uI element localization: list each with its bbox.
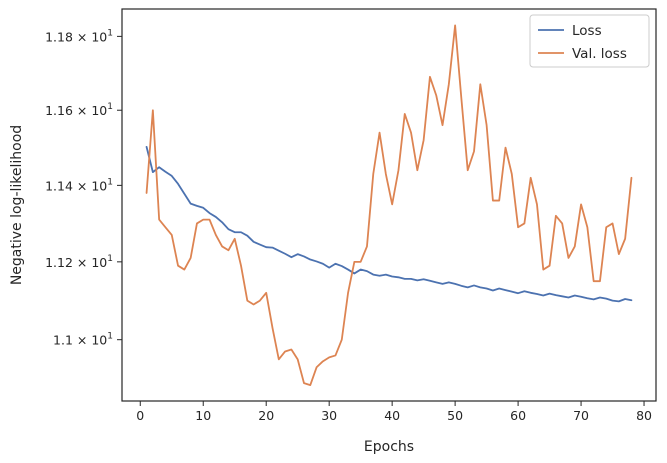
legend: Loss Val. loss — [529, 14, 650, 68]
legend-box — [529, 14, 650, 68]
y-tick-label: 1.18 × 101 — [45, 28, 113, 44]
series-layer — [145, 24, 633, 386]
y-tick-label: 1.16 × 101 — [45, 102, 113, 118]
x-tick-label: 50 — [447, 408, 463, 423]
legend-label-val-loss: Val. loss — [572, 46, 627, 62]
legend-label-loss: Loss — [572, 23, 602, 39]
x-tick-label: 20 — [258, 408, 274, 423]
series-line-val-loss — [145, 24, 633, 386]
x-tick-label: 60 — [510, 408, 526, 423]
axes-frame — [121, 8, 657, 402]
x-tick-label: 30 — [321, 408, 337, 423]
x-tick-label: 0 — [136, 408, 144, 423]
x-tick-label: 70 — [573, 408, 589, 423]
series-line-loss — [145, 145, 633, 303]
x-axis-label: Epochs — [364, 439, 414, 455]
y-tick-label: 1.14 × 101 — [45, 177, 113, 193]
x-tick-label: 10 — [195, 408, 211, 423]
x-tick-label: 40 — [384, 408, 400, 423]
y-axis-ticks: 1.1 × 101 1.12 × 101 1.14 × 101 1.16 × 101 1… — [45, 28, 122, 348]
x-axis-ticks: 0 10 20 30 40 50 60 70 80 — [136, 401, 652, 423]
x-tick-label: 80 — [636, 408, 652, 423]
y-tick-label: 1.1 × 101 — [53, 332, 113, 348]
plot-area — [121, 8, 657, 402]
y-axis-label: Negative log-likelihood — [9, 125, 25, 285]
y-tick-label: 1.12 × 101 — [45, 254, 113, 270]
